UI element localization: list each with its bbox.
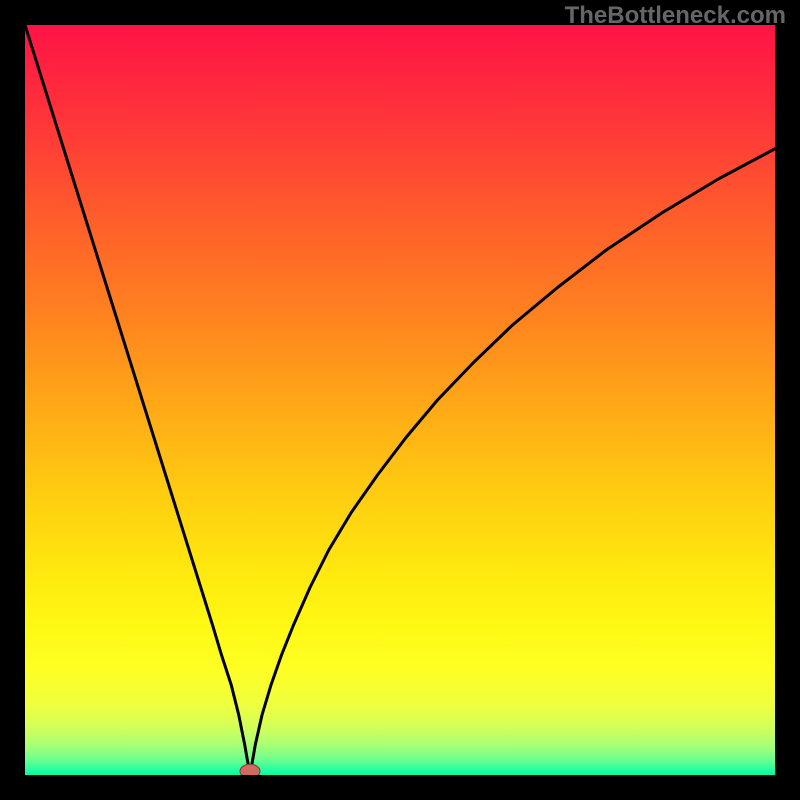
plot-area (25, 25, 775, 775)
bottleneck-curve (25, 25, 775, 775)
chart-frame: TheBottleneck.com (0, 0, 800, 800)
minimum-marker (240, 764, 260, 775)
